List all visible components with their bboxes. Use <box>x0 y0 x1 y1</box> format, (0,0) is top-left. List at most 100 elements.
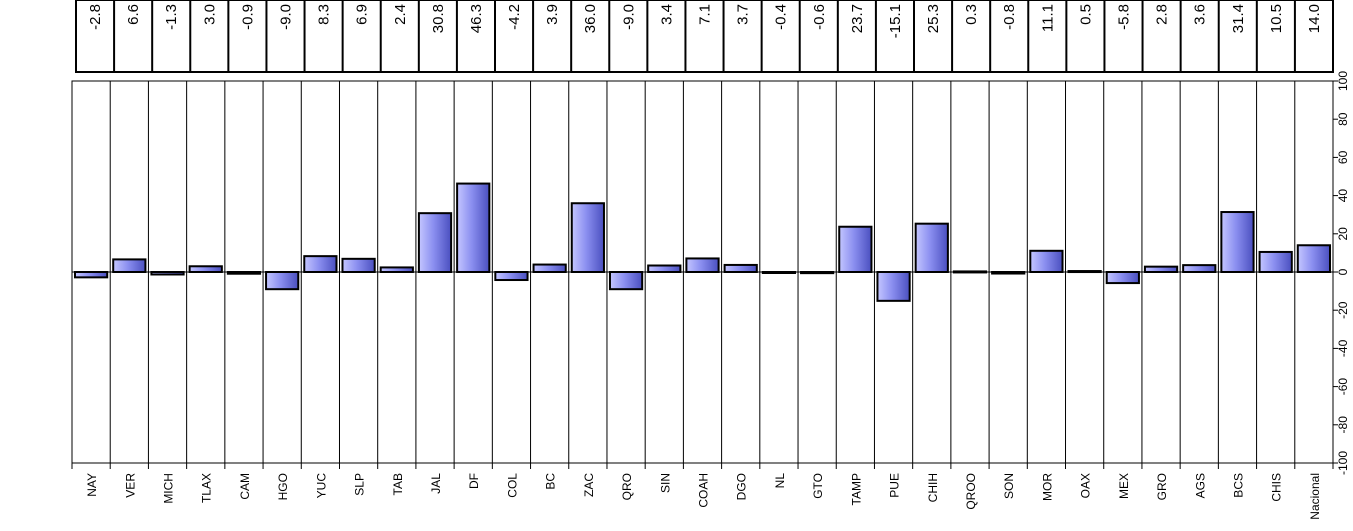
x-tick-label: TLAX <box>200 473 214 503</box>
x-tick-label: DF <box>467 473 481 489</box>
value-table-cell: 3.7 <box>735 4 752 25</box>
value-table-cell: 30.8 <box>430 4 447 33</box>
value-table-cell: -0.4 <box>773 4 790 30</box>
y-axis: -100 -80 -60 -40 -20 0 20 40 60 80 100 <box>1332 71 1350 475</box>
x-axis: NAY VER MICH TLAX CAM HGO YUC SLP TAB JAL DF COL BC Z… <box>71 463 1334 520</box>
bar-nacional <box>1296 244 1331 273</box>
bar-ags <box>1182 264 1217 273</box>
x-tick-label: JAL <box>429 473 443 494</box>
bar-tamp <box>838 225 873 273</box>
x-tick-label: MEX <box>1117 473 1131 499</box>
x-tick-label: YUC <box>314 473 328 499</box>
bar-sin <box>647 264 682 274</box>
bar-dgo <box>723 263 758 274</box>
value-table-cell: -0.9 <box>239 4 256 30</box>
x-tick-label: DGO <box>735 473 749 500</box>
value-table-cell: 6.9 <box>354 4 371 25</box>
y-tick-label: 0 <box>1336 268 1350 275</box>
value-table-cell: 3.4 <box>658 4 675 25</box>
bar-gro <box>1143 265 1179 274</box>
value-table-cell: -0.8 <box>1001 4 1018 30</box>
bar-pue <box>876 271 911 302</box>
value-table-cell: 3.6 <box>1192 4 1209 25</box>
value-table: -2.8 6.6 -1.3 3.0 -0.9 -9.0 8.3 6.9 2.4 30.8 46.3 -… <box>75 0 1334 73</box>
x-tick-label: MOR <box>1040 473 1054 501</box>
value-table-cell: -2.8 <box>87 4 104 30</box>
value-table-cell: 2.8 <box>1154 4 1171 25</box>
x-tick-label: SLP <box>353 473 367 496</box>
value-table-cell: 8.3 <box>316 4 333 25</box>
x-tick-label: GRO <box>1155 473 1169 500</box>
bar-coah <box>685 257 720 273</box>
value-table-cell: -15.1 <box>887 4 904 38</box>
value-table-cell: -4.2 <box>506 4 523 30</box>
value-table-cell: 11.1 <box>1039 4 1056 32</box>
bar-df <box>456 182 491 273</box>
y-tick-label: -40 <box>1336 339 1350 357</box>
y-tick-label: -60 <box>1336 378 1350 396</box>
value-table-cell: 2.4 <box>392 4 409 25</box>
value-table-frame <box>75 0 1334 73</box>
value-table-cell: -9.0 <box>620 4 637 30</box>
bar-nay <box>74 271 109 279</box>
bar-hgo <box>265 271 300 291</box>
x-tick-label: SIN <box>658 473 672 493</box>
value-table-cell: 3.0 <box>201 4 218 25</box>
value-table-cell: 31.4 <box>1230 4 1247 33</box>
bar-jal <box>417 212 453 273</box>
y-tick-label: -100 <box>1336 451 1350 475</box>
y-tick-label: 100 <box>1336 71 1350 91</box>
value-table-cell: 36.0 <box>582 4 599 33</box>
x-tick-label: QRO <box>620 473 634 500</box>
value-table-cell: -9.0 <box>278 4 295 30</box>
y-tick-label: -20 <box>1336 301 1350 319</box>
value-table-cell: 0.5 <box>1077 4 1094 25</box>
value-table-cell: 10.5 <box>1268 4 1285 33</box>
x-tick-label: TAMP <box>849 473 863 505</box>
y-tick-label: 20 <box>1336 227 1350 241</box>
bar-qro <box>608 271 644 291</box>
x-tick-label: GTO <box>811 473 825 499</box>
bar-slp <box>341 257 376 274</box>
y-tick-label: 80 <box>1336 112 1350 126</box>
bar-chih <box>914 222 949 273</box>
y-tick-label: -80 <box>1336 416 1350 434</box>
x-tick-label: VER <box>123 473 137 498</box>
bar-zac <box>570 202 605 274</box>
x-tick-label: NL <box>773 473 787 489</box>
bar-mor <box>1029 249 1064 273</box>
bar-mex <box>1105 271 1140 285</box>
value-table-cell: 46.3 <box>468 4 485 33</box>
x-tick-label: TAB <box>391 473 405 495</box>
bar-ver <box>112 258 147 274</box>
y-tick-label: 60 <box>1336 150 1350 164</box>
value-table-cell: -5.8 <box>1116 4 1133 30</box>
x-tick-label: CHIS <box>1270 473 1284 502</box>
plot-area <box>71 80 1334 464</box>
bar-tlax <box>188 265 223 273</box>
x-tick-label: COL <box>505 473 519 498</box>
x-tick-label: SON <box>1002 473 1016 499</box>
x-tick-label: Nacional <box>1308 473 1322 520</box>
x-tick-label: COAH <box>697 473 711 508</box>
value-table-cell: -1.3 <box>163 4 180 30</box>
x-tick-label: QROO <box>964 473 978 510</box>
value-table-cell: 0.3 <box>963 4 980 25</box>
bar-bc <box>532 263 567 273</box>
value-table-cell: 7.1 <box>697 4 714 25</box>
value-table-cell: 25.3 <box>925 4 942 33</box>
x-tick-label: ZAC <box>582 473 596 497</box>
x-tick-label: AGS <box>1193 473 1207 498</box>
value-table-cell: -0.6 <box>811 4 828 30</box>
x-tick-label: HGO <box>276 473 290 500</box>
x-tick-label: NAY <box>85 473 99 497</box>
bar-bcs <box>1220 211 1255 273</box>
x-tick-label: BC <box>544 473 558 490</box>
x-tick-label: CAM <box>238 473 252 500</box>
value-table-cell: 6.6 <box>125 4 142 25</box>
bar-tab <box>379 266 414 273</box>
value-table-cell: 23.7 <box>849 4 866 33</box>
bar-yuc <box>303 255 338 274</box>
bar-chis <box>1258 250 1293 274</box>
